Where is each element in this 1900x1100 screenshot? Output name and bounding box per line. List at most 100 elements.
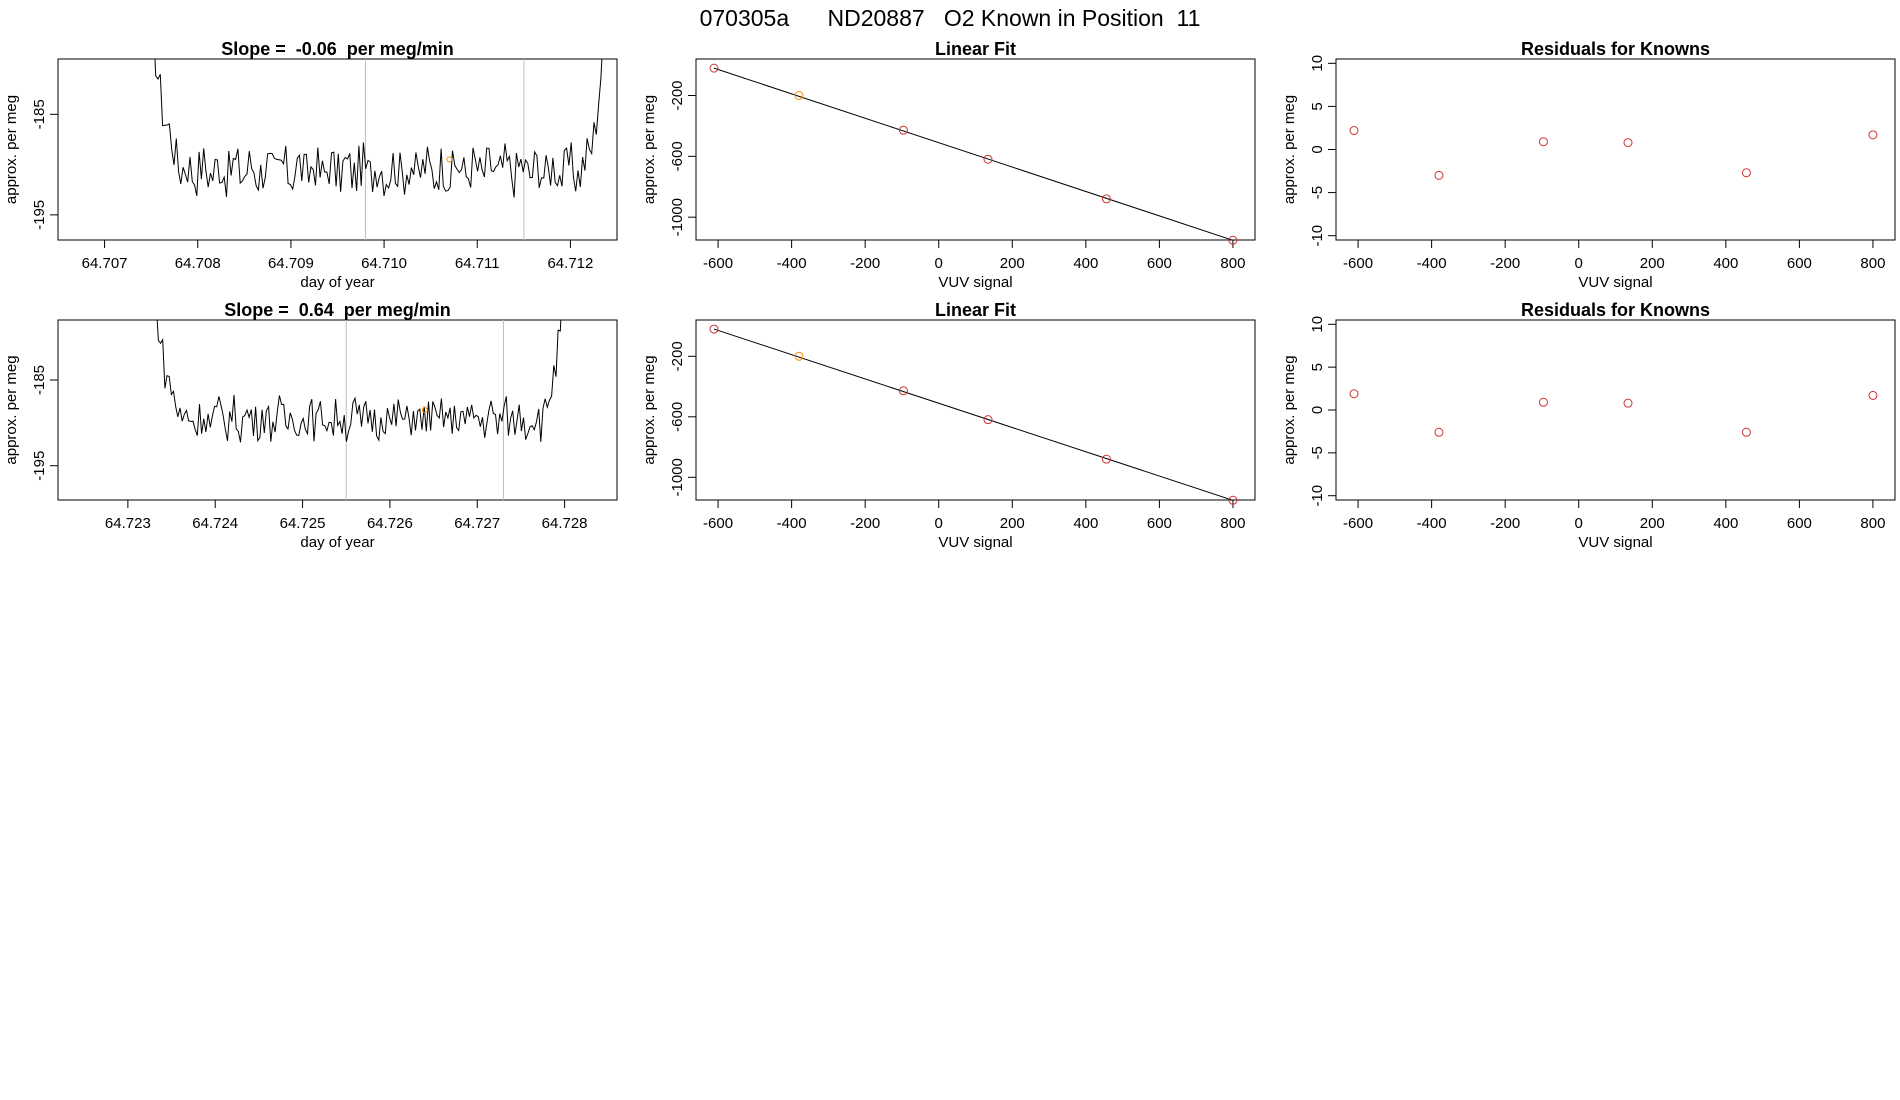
x-tick-label: 64.727	[454, 515, 500, 532]
chart-panel-5: Linear Fit -600 -400 -200 0 200 400 600 800 -200 -…	[641, 300, 1256, 551]
x-tick-label: 400	[1073, 515, 1098, 532]
chart-panel-4: Slope = 0.64 per meg/min 64.723 64.724 64.7…	[3, 300, 618, 551]
y-tick-label: -1000	[669, 198, 686, 236]
y-tick-label: 0	[1309, 145, 1326, 153]
x-tick-label: 400	[1713, 515, 1738, 532]
y-tick-label: -185	[31, 99, 48, 129]
highlight-point	[421, 407, 428, 413]
x-tick-label: 800	[1860, 255, 1885, 272]
x-tick-label: -400	[1417, 515, 1447, 532]
x-tick-label: 64.725	[280, 515, 326, 532]
x-tick-label: 64.724	[192, 515, 238, 532]
x-axis-label: day of year	[300, 534, 374, 551]
y-tick-label: -195	[31, 200, 48, 230]
x-tick-label: 64.707	[82, 255, 128, 272]
y-tick-label: -200	[669, 341, 686, 371]
data-point	[1349, 389, 1359, 399]
x-tick-label: 600	[1147, 255, 1172, 272]
chart-title: Residuals for Knowns	[1521, 39, 1710, 59]
x-tick-label: 800	[1220, 255, 1245, 272]
x-tick-label: 400	[1713, 255, 1738, 272]
chart-panel-3: Residuals for Knowns -600 -400 -200 0 200 400 6…	[1281, 39, 1896, 291]
data-point	[1228, 235, 1238, 245]
data-point	[1868, 130, 1878, 140]
highlight-point	[794, 91, 804, 101]
data-point	[1101, 454, 1111, 464]
chart-title: Slope = -0.06 per meg/min	[221, 39, 454, 59]
chart-panel-2: Linear Fit -600 -400 -200 0 200 400 600 800 -200 -…	[641, 39, 1256, 291]
x-tick-label: 800	[1860, 515, 1885, 532]
chart-panels: Slope = -0.06 per meg/min 64.707 64.708 64.…	[3, 39, 1896, 551]
data-point	[1349, 126, 1359, 136]
y-tick-label: -600	[669, 402, 686, 432]
x-tick-label: -400	[777, 255, 807, 272]
series-trace	[154, 59, 603, 198]
y-tick-label: -1000	[669, 458, 686, 496]
chart-panel-1: Slope = -0.06 per meg/min 64.707 64.708 64.…	[3, 39, 618, 291]
plot-frame	[1335, 58, 1896, 241]
data-point	[1741, 427, 1751, 437]
x-tick-label: -400	[777, 515, 807, 532]
x-tick-label: 64.708	[175, 255, 221, 272]
x-tick-label: 64.711	[455, 255, 500, 272]
x-tick-label: 0	[1575, 255, 1583, 272]
plot-frame	[695, 319, 1256, 501]
data-point	[1434, 170, 1444, 180]
fit-line	[713, 328, 1234, 500]
x-tick-label: -400	[1417, 255, 1447, 272]
data-point	[1623, 398, 1633, 408]
plot-area	[713, 67, 1234, 240]
x-axis-label: day of year	[300, 274, 374, 291]
data-point	[1868, 390, 1878, 400]
y-tick-label: 5	[1309, 102, 1326, 110]
y-tick-label: -200	[669, 80, 686, 110]
x-tick-label: 0	[935, 515, 943, 532]
x-tick-label: 64.710	[361, 255, 407, 272]
y-tick-label: 0	[1309, 406, 1326, 414]
x-tick-label: 600	[1147, 515, 1172, 532]
x-tick-label: 200	[1000, 255, 1025, 272]
y-axis-label: approx. per meg	[1281, 95, 1298, 204]
x-tick-label: -200	[850, 515, 880, 532]
data-point	[709, 324, 719, 334]
x-tick-label: -200	[850, 255, 880, 272]
data-point	[1538, 137, 1548, 147]
x-tick-label: 64.712	[547, 255, 593, 272]
x-tick-label: 64.709	[268, 255, 314, 272]
x-tick-label: -200	[1490, 255, 1520, 272]
x-tick-label: 64.726	[367, 515, 413, 532]
page-title: 070305a ND20887 O2 Known in Position 11	[700, 5, 1201, 31]
plot-area	[713, 328, 1234, 500]
data-point	[1623, 138, 1633, 148]
y-axis-label: approx. per meg	[1281, 355, 1298, 464]
plot-frame	[57, 319, 618, 501]
x-tick-label: -600	[703, 515, 733, 532]
y-tick-label: -5	[1309, 446, 1326, 459]
x-tick-label: -600	[1343, 515, 1373, 532]
chart-title: Residuals for Knowns	[1521, 300, 1710, 320]
data-point	[898, 125, 908, 135]
data-point	[1538, 397, 1548, 407]
y-axis-label: approx. per meg	[3, 95, 20, 204]
x-axis-label: VUV signal	[1578, 534, 1652, 551]
highlight-point	[794, 351, 804, 361]
data-point	[1101, 194, 1111, 204]
y-tick-label: -185	[31, 365, 48, 395]
x-tick-label: 800	[1220, 515, 1245, 532]
data-point	[1741, 168, 1751, 178]
x-tick-label: -200	[1490, 515, 1520, 532]
y-axis-label: approx. per meg	[641, 95, 658, 204]
plot-frame	[1335, 319, 1896, 501]
y-tick-label: -600	[669, 141, 686, 171]
x-tick-label: -600	[703, 255, 733, 272]
x-tick-label: 200	[1000, 515, 1025, 532]
series-trace	[156, 320, 562, 443]
x-tick-label: 0	[935, 255, 943, 272]
x-axis-label: VUV signal	[1578, 274, 1652, 291]
x-tick-label: 64.723	[105, 515, 151, 532]
x-tick-label: 200	[1640, 255, 1665, 272]
data-point	[1434, 427, 1444, 437]
fit-line	[713, 67, 1234, 240]
plot-frame	[57, 58, 618, 241]
